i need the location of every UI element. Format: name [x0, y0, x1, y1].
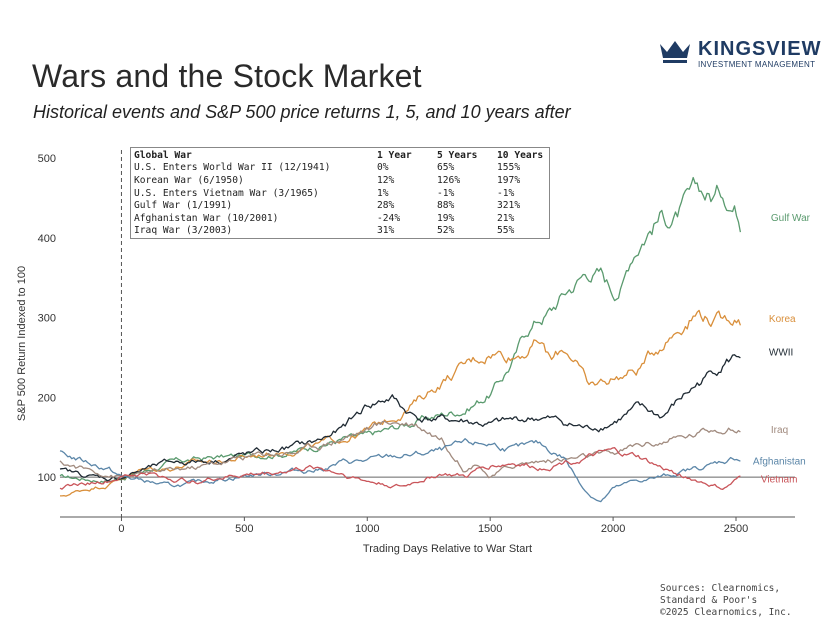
table-cell: 0% — [377, 162, 389, 174]
table-header: 10 Years — [497, 149, 544, 161]
table-cell: -1% — [437, 187, 455, 199]
table-row: Gulf War (1/1991) 28% 88% 321% — [134, 199, 546, 212]
sources-note: Sources: Clearnomics, Standard & Poor's … — [660, 583, 792, 619]
table-cell: 55% — [497, 225, 515, 237]
table-header: Global War — [134, 149, 192, 161]
chart-series-labels: Gulf War Korea WWII Iraq Afghanistan Vietnam — [753, 213, 811, 486]
table-row: Afghanistan War (10/2001) -24% 19% 21% — [134, 212, 546, 225]
table-row: U.S. Enters World War II (12/1941) 0% 65… — [134, 162, 546, 175]
table-cell: 31% — [377, 225, 395, 237]
y-tick-label: 300 — [38, 313, 56, 325]
x-tick-label: 1500 — [478, 523, 502, 535]
y-tick-label: 400 — [38, 233, 56, 245]
series-line-iraq — [59, 420, 741, 479]
series-label: Vietnam — [761, 475, 798, 486]
chart-series — [59, 176, 742, 503]
series-label: Korea — [769, 314, 796, 325]
table-header-row: Global War 1 Year 5 Years 10 Years — [134, 149, 546, 162]
x-tick-label: 2500 — [724, 523, 748, 535]
table-cell: 65% — [437, 162, 455, 174]
series-label: Gulf War — [771, 213, 811, 224]
table-cell: Iraq War (3/2003) — [134, 225, 233, 237]
table-cell: Afghanistan War (10/2001) — [134, 212, 279, 224]
crown-icon — [660, 41, 690, 63]
series-line-afghanistan — [59, 438, 741, 503]
series-label: Iraq — [771, 425, 788, 436]
table-cell: Gulf War (1/1991) — [134, 200, 233, 212]
x-tick-label: 2000 — [601, 523, 625, 535]
table-cell: U.S. Enters World War II (12/1941) — [134, 162, 331, 174]
series-label: WWII — [769, 347, 793, 358]
x-tick-label: 500 — [235, 523, 253, 535]
series-line-wwii — [59, 354, 741, 482]
source-line: Standard & Poor's — [660, 595, 758, 606]
chart-axes: 0 500 1000 1500 2000 2500 100 200 300 400 500 Tradi… — [16, 150, 795, 555]
y-tick-label: 500 — [38, 153, 56, 165]
table-cell: 126% — [437, 174, 461, 186]
table-cell: 12% — [377, 174, 395, 186]
table-row: U.S. Enters Vietnam War (3/1965) 1% -1% … — [134, 187, 546, 200]
source-line: Sources: Clearnomics, — [660, 583, 781, 594]
x-tick-label: 1000 — [355, 523, 379, 535]
war-returns-table: Global War 1 Year 5 Years 10 Years U.S. … — [130, 147, 550, 239]
table-cell: 1% — [377, 187, 389, 199]
chart-subtitle: Historical events and S&P 500 price retu… — [33, 102, 571, 122]
table-row: Korean War (6/1950) 12% 126% 197% — [134, 174, 546, 187]
table-cell: 321% — [497, 200, 521, 212]
table-cell: Korean War (6/1950) — [134, 174, 244, 186]
table-cell: 88% — [437, 200, 455, 212]
x-tick-label: 0 — [118, 523, 124, 535]
series-label: Afghanistan — [753, 457, 806, 468]
table-header: 5 Years — [437, 149, 478, 161]
table-header: 1 Year — [377, 149, 412, 161]
chart-title: Wars and the Stock Market — [32, 58, 422, 94]
table-cell: 28% — [377, 200, 395, 212]
table-row: Iraq War (3/2003) 31% 52% 55% — [134, 225, 546, 238]
x-axis-title: Trading Days Relative to War Start — [363, 543, 532, 555]
y-tick-label: 100 — [38, 472, 56, 484]
company-logo: KINGSVIEW INVESTMENT MANAGEMENT — [658, 36, 823, 76]
y-tick-label: 200 — [38, 392, 56, 404]
table-cell: 52% — [437, 225, 455, 237]
y-axis-title: S&P 500 Return Indexed to 100 — [16, 266, 28, 421]
series-line-vietnam — [59, 447, 741, 490]
table-cell: -24% — [377, 212, 401, 224]
table-cell: -1% — [497, 187, 515, 199]
table-cell: 21% — [497, 212, 515, 224]
logo-tagline: INVESTMENT MANAGEMENT — [698, 60, 816, 69]
table-cell: U.S. Enters Vietnam War (3/1965) — [134, 187, 319, 199]
source-line: ©2025 Clearnomics, Inc. — [660, 607, 792, 618]
table-cell: 155% — [497, 162, 521, 174]
table-cell: 197% — [497, 174, 521, 186]
logo-name: KINGSVIEW — [698, 38, 822, 60]
table-cell: 19% — [437, 212, 455, 224]
